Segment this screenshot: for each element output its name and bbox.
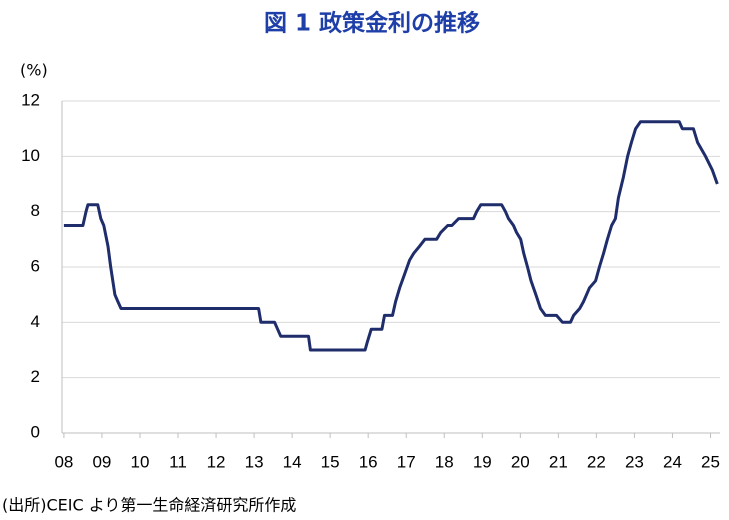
y-tick-label: 8 bbox=[31, 201, 40, 220]
y-tick-label: 4 bbox=[31, 312, 40, 331]
y-tick-label: 2 bbox=[31, 367, 40, 386]
x-tick-label: 20 bbox=[511, 452, 530, 471]
x-tick-label: 15 bbox=[321, 452, 340, 471]
x-tick-label: 08 bbox=[54, 452, 73, 471]
y-tick-label: 10 bbox=[21, 146, 40, 165]
x-tick-label: 22 bbox=[587, 452, 606, 471]
x-tick-label: 14 bbox=[283, 452, 302, 471]
chart-title: 図 1 政策金利の推移 bbox=[264, 10, 480, 37]
x-tick-label: 25 bbox=[701, 452, 720, 471]
x-tick-label: 19 bbox=[473, 452, 492, 471]
x-tick-label: 18 bbox=[435, 452, 454, 471]
x-tick-label: 10 bbox=[131, 452, 150, 471]
x-tick-label: 24 bbox=[663, 452, 682, 471]
y-tick-label: 6 bbox=[31, 256, 40, 275]
x-tick-label: 13 bbox=[245, 452, 264, 471]
y-axis-label: (%) bbox=[20, 61, 48, 80]
x-tick-label: 23 bbox=[625, 452, 644, 471]
y-tick-label: 0 bbox=[31, 422, 40, 441]
x-tick-label: 12 bbox=[207, 452, 226, 471]
x-tick-label: 17 bbox=[397, 452, 416, 471]
y-tick-label: 12 bbox=[21, 90, 40, 109]
x-tick-label: 21 bbox=[549, 452, 568, 471]
source-note: (出所)CEIC より第一生命経済研究所作成 bbox=[2, 496, 296, 515]
x-tick-label: 11 bbox=[169, 452, 187, 471]
x-tick-label: 16 bbox=[359, 452, 378, 471]
line-series bbox=[63, 120, 719, 352]
x-tick-label: 09 bbox=[92, 452, 111, 471]
